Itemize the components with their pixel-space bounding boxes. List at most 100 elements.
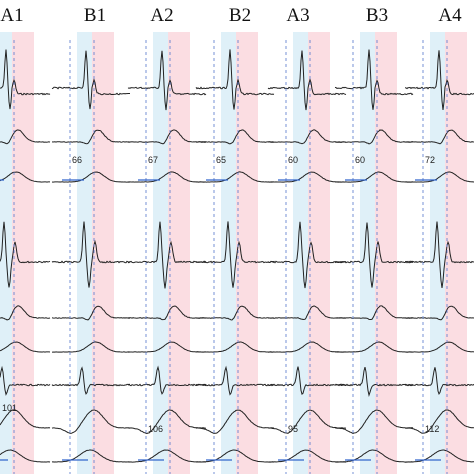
signal-trace	[195, 49, 275, 110]
signal-trace	[404, 341, 474, 353]
interval-value: 101	[2, 403, 17, 413]
signal-trace	[334, 305, 414, 320]
signal-trace	[0, 221, 51, 288]
blue-band	[77, 32, 92, 474]
pink-band	[168, 32, 190, 474]
interval-value: 106	[148, 424, 163, 434]
blue-band	[221, 32, 236, 474]
pink-band	[445, 32, 467, 474]
signal-trace	[0, 49, 51, 110]
signal-trace	[128, 129, 207, 145]
signal-trace	[404, 171, 474, 183]
signal-trace	[52, 341, 131, 353]
column-label: B1	[84, 5, 106, 26]
blue-band	[360, 32, 375, 474]
signal-trace	[0, 305, 51, 321]
blue-band	[430, 32, 445, 474]
trace-group	[127, 50, 207, 463]
signal-trace	[128, 341, 207, 353]
signal-trace	[0, 341, 51, 353]
pink-band	[375, 32, 397, 474]
signal-trace	[51, 221, 131, 288]
signal-trace	[51, 171, 131, 183]
signal-trace	[404, 129, 474, 145]
trace-group	[334, 49, 414, 463]
signal-trace	[404, 221, 474, 288]
signal-trace	[334, 49, 414, 110]
signal-trace	[267, 171, 347, 183]
trace-group	[0, 49, 51, 463]
signal-trace	[127, 409, 207, 435]
signal-trace	[51, 50, 130, 110]
column-label: A4	[438, 5, 462, 26]
signal-trace	[196, 171, 275, 183]
interval-value: 112	[425, 424, 439, 434]
signal-trace	[127, 365, 207, 395]
interval-value: 60	[355, 155, 365, 165]
signal-trace	[334, 129, 414, 145]
signal-trace	[267, 305, 347, 321]
column-label: B2	[229, 5, 251, 26]
signal-trace	[196, 305, 275, 321]
signal-trace	[127, 171, 206, 183]
column-label: A3	[286, 5, 309, 26]
signal-trace	[127, 50, 207, 111]
signal-trace	[127, 305, 207, 321]
signal-trace	[405, 409, 474, 434]
signal-trace	[195, 221, 275, 288]
pink-band	[308, 32, 330, 474]
interval-value: 66	[72, 155, 82, 165]
signal-trace	[404, 305, 474, 321]
signal-trace	[195, 409, 275, 434]
signal-trace	[51, 409, 131, 434]
signal-trace	[0, 129, 51, 145]
signal-trace	[404, 367, 474, 396]
signal-trace	[334, 341, 413, 353]
signal-trace	[0, 171, 50, 183]
signal-trace	[195, 365, 275, 396]
signal-trace	[267, 129, 347, 145]
signal-trace	[334, 366, 414, 397]
column-label: A2	[150, 5, 173, 26]
signal-trace	[334, 409, 414, 434]
signal-trace	[268, 341, 347, 353]
signal-trace	[196, 449, 275, 463]
signal-trace	[267, 409, 347, 434]
pink-band	[236, 32, 258, 474]
signal-trace	[51, 449, 131, 463]
trace-group	[195, 49, 275, 463]
blue-band	[293, 32, 308, 474]
interval-value: 60	[288, 155, 298, 165]
interval-value: 65	[216, 155, 226, 165]
pink-band	[12, 32, 34, 474]
signal-trace	[334, 171, 413, 183]
signal-trace	[267, 221, 347, 289]
trace-group	[404, 50, 474, 463]
signal-trace	[196, 129, 275, 145]
signal-trace	[51, 366, 131, 395]
signal-trace	[267, 50, 347, 111]
signal-trace	[334, 449, 414, 463]
signal-trace	[267, 449, 347, 463]
signal-trace	[267, 366, 347, 395]
signal-trace	[404, 449, 474, 463]
signal-trace	[0, 409, 51, 429]
column-label: B3	[366, 5, 388, 26]
blue-band	[153, 32, 168, 474]
signal-trace	[51, 129, 131, 145]
signal-trace	[127, 449, 207, 463]
signal-trace	[334, 222, 414, 288]
signal-trace	[0, 365, 51, 396]
signal-trace	[404, 50, 474, 110]
signal-trace	[0, 449, 51, 463]
signal-trace	[51, 305, 131, 321]
interval-value: 67	[148, 155, 158, 165]
trace-group	[51, 50, 131, 463]
column-label: A1	[0, 5, 23, 26]
interval-value: 72	[425, 155, 435, 165]
pink-band	[92, 32, 114, 474]
interval-value: 95	[288, 424, 298, 434]
trace-group	[267, 50, 347, 463]
signal-trace	[195, 341, 275, 353]
